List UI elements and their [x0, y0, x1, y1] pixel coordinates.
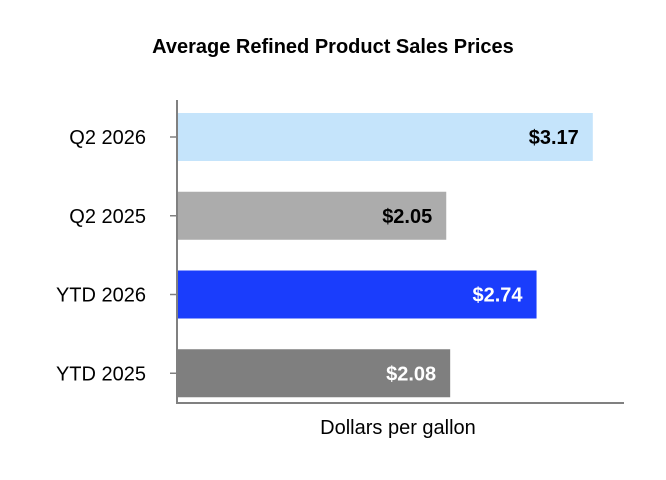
value-label: $2.08 [386, 363, 436, 385]
category-label: Q2 2026 [69, 127, 146, 149]
bar-ytd-2025 [178, 349, 451, 398]
category-label: YTD 2025 [56, 363, 146, 385]
x-axis-title: Dollars per gallon [320, 417, 476, 439]
bar-q2-2026 [178, 113, 593, 161]
value-label: $2.05 [382, 206, 432, 228]
category-label: Q2 2025 [69, 206, 146, 228]
bar-q2-2025 [178, 191, 447, 240]
chart-title: Average Refined Product Sales Prices [152, 36, 514, 58]
value-label: $3.17 [529, 127, 579, 149]
value-label: $2.74 [472, 285, 523, 307]
bar-ytd-2026 [178, 270, 537, 319]
category-label: YTD 2026 [56, 285, 146, 307]
